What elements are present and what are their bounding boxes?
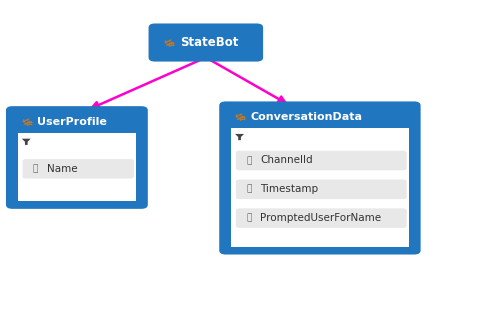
- Text: Timestamp: Timestamp: [260, 184, 318, 194]
- Text: 🔧: 🔧: [246, 156, 251, 165]
- Polygon shape: [22, 139, 31, 145]
- Text: ⇄: ⇄: [25, 119, 32, 128]
- FancyBboxPatch shape: [18, 133, 136, 201]
- Text: PromptedUserForName: PromptedUserForName: [260, 213, 381, 223]
- Text: ConversationData: ConversationData: [250, 112, 363, 122]
- FancyBboxPatch shape: [22, 159, 134, 179]
- Polygon shape: [235, 134, 244, 140]
- Text: Name: Name: [47, 164, 77, 174]
- FancyBboxPatch shape: [236, 209, 407, 228]
- FancyBboxPatch shape: [219, 101, 421, 255]
- FancyBboxPatch shape: [6, 106, 148, 209]
- Text: ⇄: ⇄: [239, 114, 246, 123]
- Text: ⇆: ⇆: [234, 111, 246, 123]
- FancyBboxPatch shape: [149, 24, 263, 62]
- Text: ⇆: ⇆: [20, 115, 32, 128]
- Text: UserProfile: UserProfile: [37, 117, 107, 127]
- Text: 🔧: 🔧: [33, 164, 38, 173]
- FancyBboxPatch shape: [231, 128, 409, 247]
- Text: ChannelId: ChannelId: [260, 156, 313, 165]
- FancyBboxPatch shape: [236, 180, 407, 199]
- Text: ⇄: ⇄: [168, 40, 175, 49]
- FancyBboxPatch shape: [236, 151, 407, 170]
- Text: StateBot: StateBot: [180, 36, 238, 49]
- Text: 🔧: 🔧: [246, 214, 251, 223]
- Text: ⇆: ⇆: [163, 36, 175, 49]
- Text: 🔧: 🔧: [246, 185, 251, 194]
